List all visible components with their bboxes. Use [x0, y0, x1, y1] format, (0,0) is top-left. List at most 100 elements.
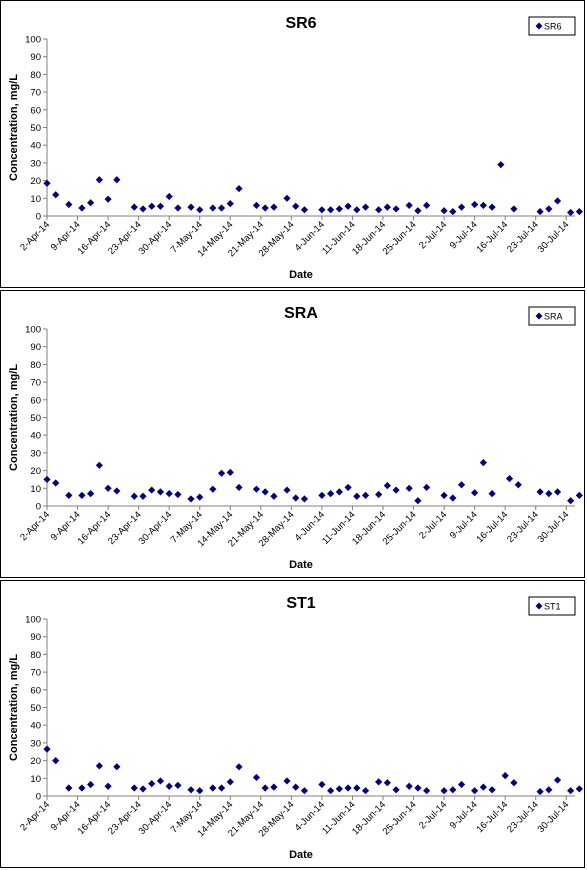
legend: SR6 — [528, 16, 576, 36]
data-point — [514, 481, 522, 489]
y-tick-label: 90 — [30, 342, 41, 353]
data-point — [383, 779, 391, 787]
y-tick-label: 40 — [30, 721, 41, 732]
data-point — [501, 772, 509, 780]
data-point — [104, 195, 112, 203]
y-tick-label: 0 — [36, 792, 41, 803]
data-point — [335, 785, 343, 793]
x-tick-label: 2-Jul-14 — [417, 509, 449, 541]
data-point — [344, 202, 352, 210]
chart-panel-st1: ST1 ST1 0 10 20 30 40 50 60 70 80 90 100 2-Apr-14 9-Ap… — [0, 580, 585, 868]
y-tick-label: 100 — [25, 615, 41, 626]
data-point — [383, 482, 391, 490]
chart-title: SRA — [284, 305, 318, 322]
data-point — [335, 205, 343, 213]
x-tick-label: 25-Jun-14 — [381, 799, 419, 837]
data-point — [457, 780, 466, 789]
chart-svg: SRA SRA01020304050607080901002-Apr-149-Ap… — [8, 305, 583, 571]
data-point — [335, 488, 343, 496]
data-point — [488, 490, 496, 498]
data-point — [113, 487, 121, 495]
x-axis-label: Date — [289, 269, 313, 281]
data-point — [440, 491, 448, 499]
data-point — [318, 491, 326, 499]
data-point — [392, 786, 400, 794]
x-axis-label: Date — [289, 849, 313, 861]
data-point — [545, 205, 553, 213]
y-tick-label: 100 — [25, 325, 41, 336]
y-tick-label: 40 — [30, 431, 41, 442]
data-point — [567, 208, 575, 217]
data-point — [300, 787, 309, 795]
data-point — [270, 783, 278, 791]
data-point — [283, 194, 291, 202]
data-point — [196, 493, 204, 501]
legend-label: ST1 — [544, 602, 561, 612]
data-point — [344, 784, 352, 792]
data-point — [300, 495, 309, 503]
data-point — [567, 497, 575, 505]
data-point — [375, 490, 383, 499]
data-point — [510, 205, 518, 213]
data-point — [383, 203, 391, 211]
data-point — [148, 202, 156, 210]
data-point — [300, 206, 309, 214]
data-point — [471, 787, 479, 795]
data-point — [235, 763, 243, 771]
data-point — [479, 459, 487, 467]
data-point — [353, 492, 361, 500]
y-tick-label: 20 — [30, 756, 41, 767]
data-point — [165, 782, 173, 790]
data-point — [187, 495, 195, 503]
x-tick-label: 30-Jul-14 — [536, 799, 572, 835]
y-tick-label: 10 — [30, 774, 41, 785]
data-point — [148, 486, 156, 494]
data-point — [327, 206, 335, 214]
chart-title: SR6 — [285, 15, 316, 32]
x-tick-label: 2-Apr-14 — [18, 509, 52, 543]
data-point — [471, 200, 479, 209]
data-point — [327, 787, 335, 795]
data-point — [414, 497, 422, 505]
data-point — [292, 783, 300, 791]
data-point — [567, 787, 575, 795]
data-point — [174, 204, 182, 212]
data-point — [553, 776, 562, 784]
x-tick-label: 2-Jul-14 — [417, 799, 449, 831]
data-point — [113, 763, 121, 771]
data-point — [217, 469, 226, 477]
x-tick-label: 2-Apr-14 — [18, 219, 52, 253]
data-point — [65, 784, 73, 792]
data-point — [440, 787, 448, 795]
data-point — [43, 745, 51, 753]
data-point — [414, 207, 422, 215]
data-point — [148, 780, 156, 788]
legend-label: SR6 — [544, 22, 562, 32]
data-point — [405, 201, 413, 209]
data-point — [165, 192, 173, 201]
y-axis-label: Concentration, mg/L — [8, 74, 20, 181]
data-point — [471, 489, 479, 497]
data-point — [209, 784, 217, 792]
data-point — [196, 206, 204, 214]
data-point — [575, 785, 583, 793]
data-point — [283, 777, 291, 785]
data-point — [497, 161, 505, 169]
y-tick-label: 80 — [30, 650, 41, 661]
data-point — [52, 757, 60, 765]
data-point — [226, 778, 234, 786]
data-point — [196, 787, 204, 795]
data-point — [457, 481, 466, 489]
data-point — [423, 201, 431, 209]
data-point — [361, 491, 370, 499]
legend-marker — [535, 602, 543, 610]
data-point — [187, 203, 195, 211]
data-point — [270, 203, 278, 211]
chart-panel-sr6: SR6 SR6 0 10 20 30 40 50 60 70 80 90 100 2-Apr-14 9-Ap… — [0, 0, 585, 288]
data-point — [87, 780, 95, 789]
x-tick-label: 30-Jul-14 — [536, 219, 572, 255]
data-point — [252, 201, 261, 209]
data-point — [318, 780, 326, 789]
x-tick-label: 23-Jul-14 — [505, 799, 541, 835]
data-point — [440, 207, 448, 215]
